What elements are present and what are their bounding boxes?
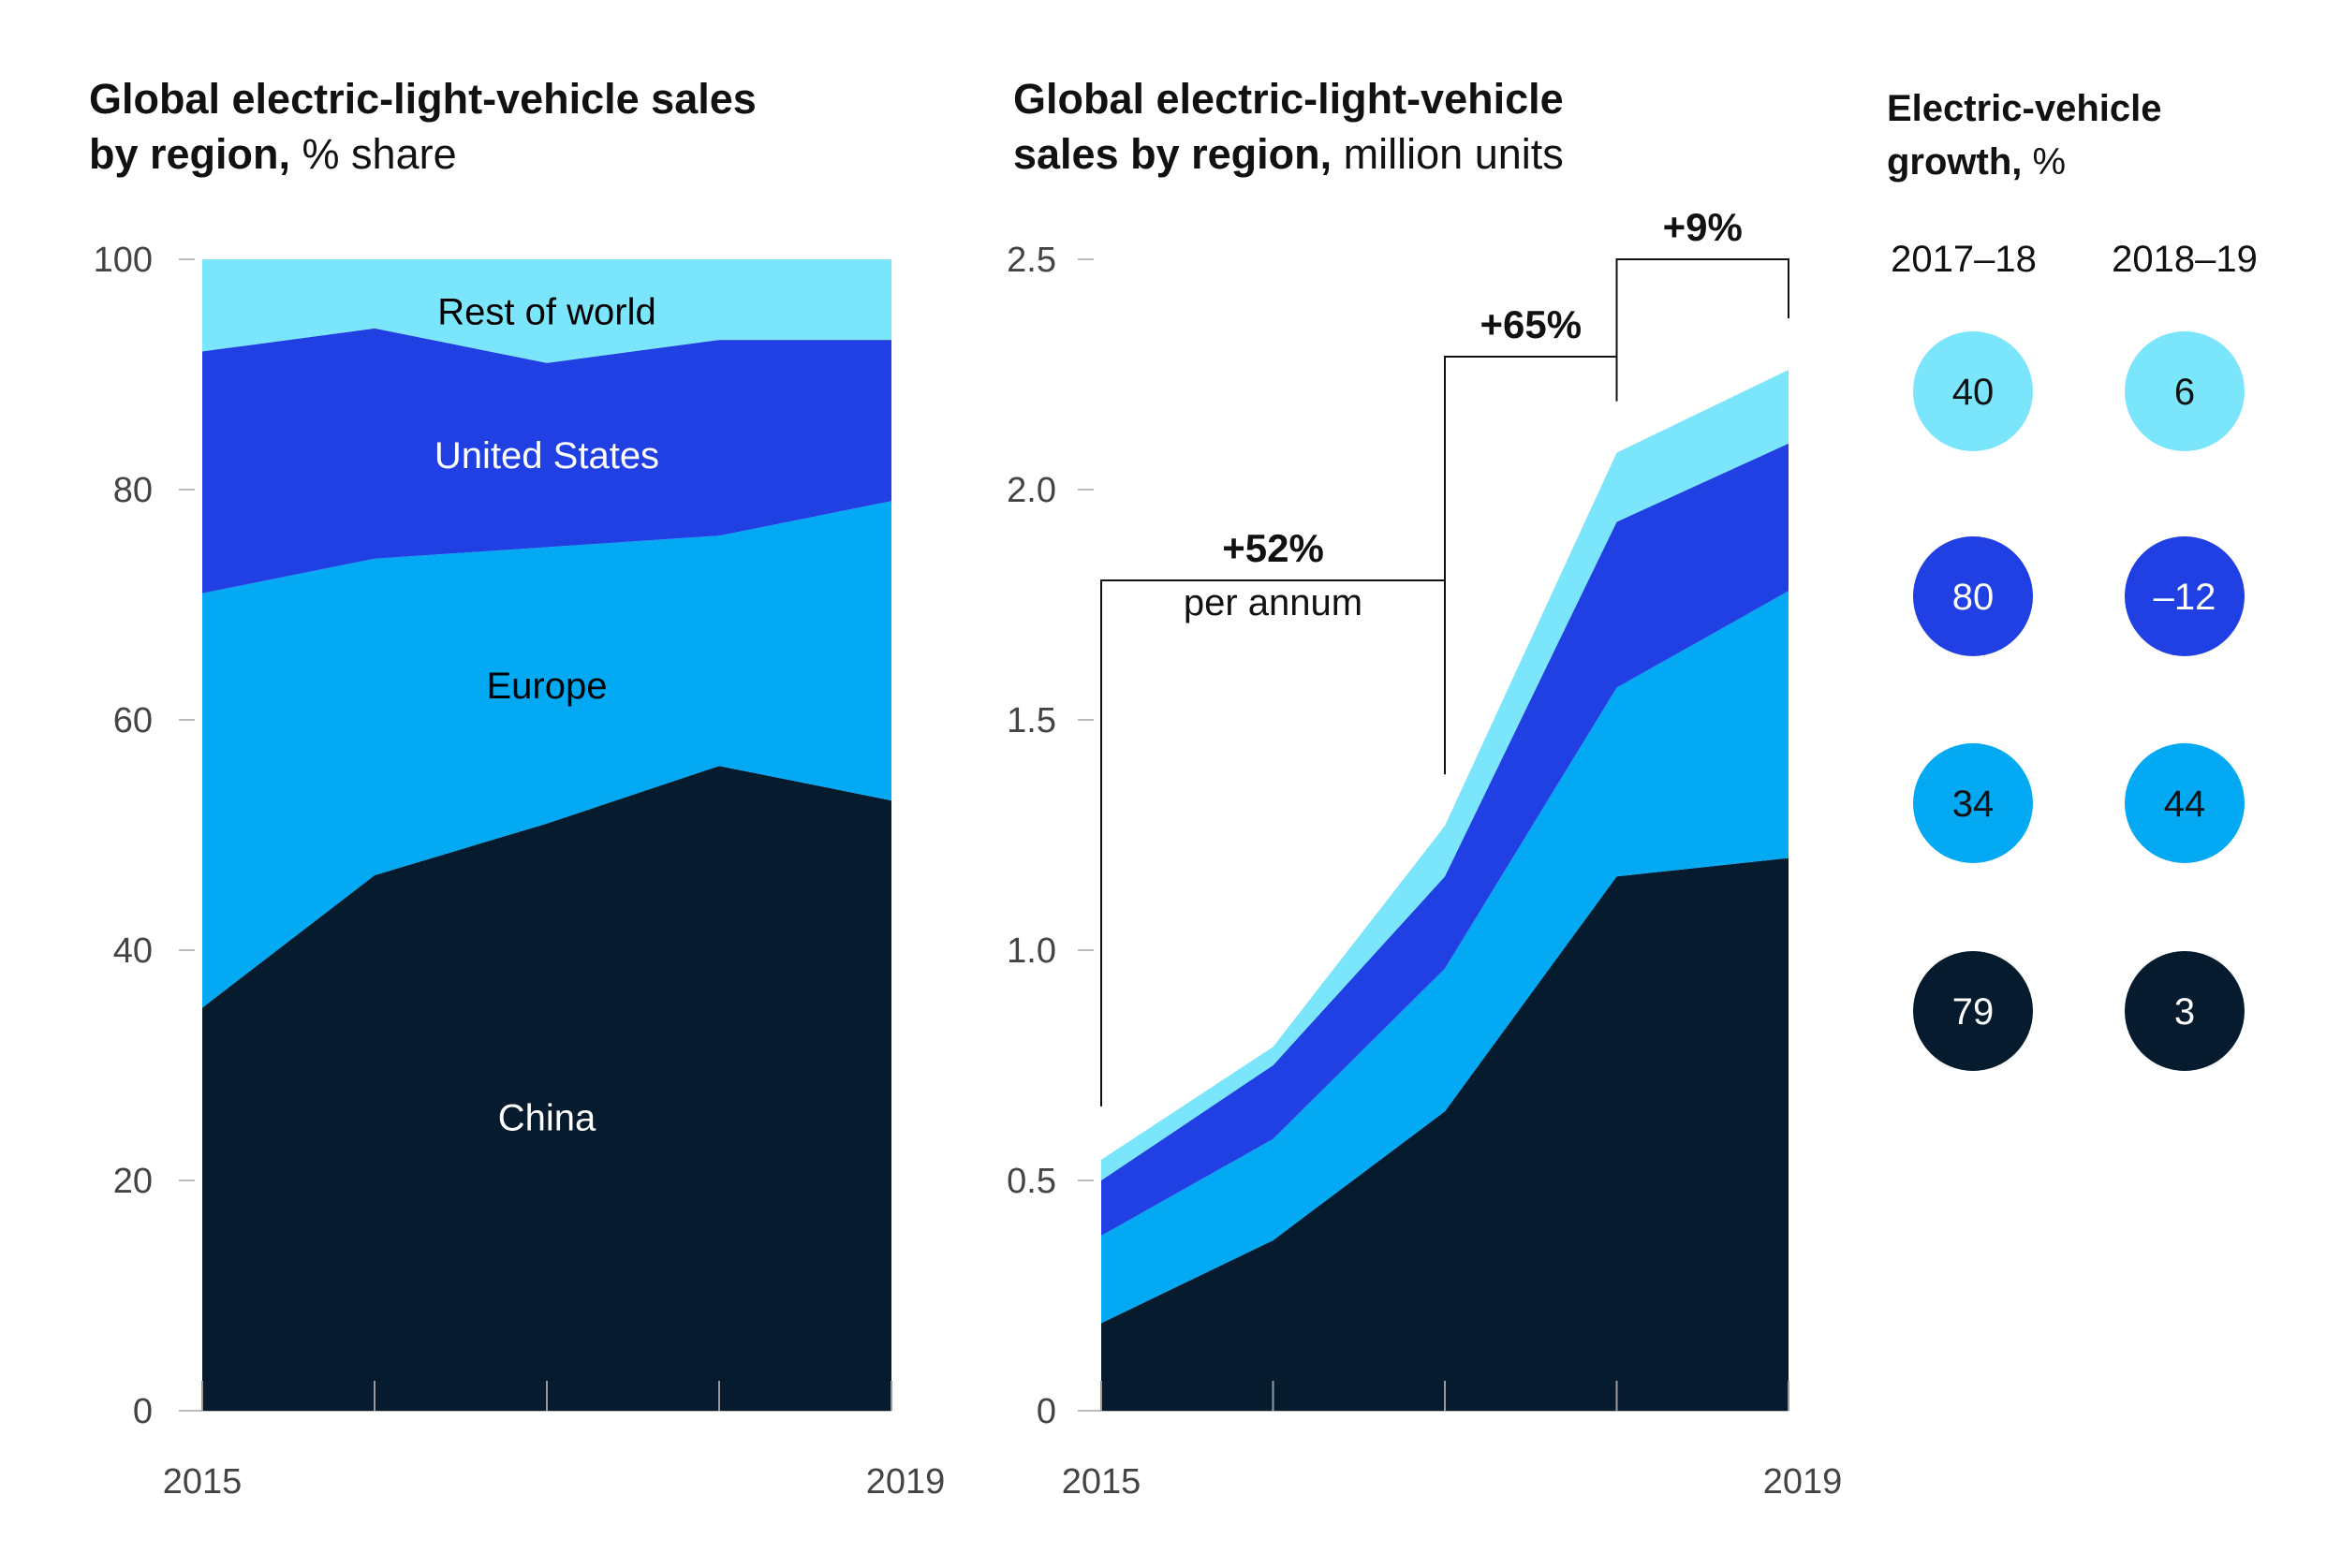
bracket-label: +52% <box>1222 526 1324 570</box>
area-china <box>202 766 891 1411</box>
series-label-united-states: United States <box>434 435 659 476</box>
growth-circle-europe <box>2125 743 2245 863</box>
series-label-rest-of-world: Rest of world <box>437 291 655 332</box>
bracket-label: +9% <box>1663 205 1743 249</box>
area-united-states <box>1101 443 1789 1237</box>
area-rest-of-world <box>1101 370 1789 1181</box>
growth-col-2018-19: 2018–19 <box>2112 239 2258 280</box>
y-tick-label: 20 <box>113 1162 153 1201</box>
chart1-title-line2: by region, <box>89 130 291 178</box>
growth-value: 44 <box>2164 784 2206 825</box>
growth-value: 6 <box>2174 372 2195 413</box>
growth-bracket <box>1615 258 1789 400</box>
growth-circle-rest-of-world <box>2125 331 2245 451</box>
growth-value: –12 <box>2154 577 2216 618</box>
growth-value: 40 <box>1952 372 1995 413</box>
y-tick-label: 60 <box>113 701 153 740</box>
chart1-title-unit: % share <box>302 130 457 178</box>
y-tick-label: 100 <box>94 241 153 280</box>
growth-circle-united-states <box>2125 536 2245 656</box>
growth-circle-europe <box>1913 743 2033 863</box>
growth-title-line1: Electric-vehicle <box>1887 88 2162 129</box>
chart2-title-line1: Global electric-light-vehicle <box>1013 75 1564 123</box>
y-tick-label: 0 <box>133 1392 153 1431</box>
x-tick-label: 2019 <box>866 1462 946 1502</box>
y-tick-label: 0.5 <box>1007 1162 1056 1201</box>
y-tick-label: 80 <box>113 471 153 510</box>
growth-circle-rest-of-world <box>1913 331 2033 451</box>
growth-title-line2: growth, <box>1887 141 2023 183</box>
y-tick-label: 2.5 <box>1007 241 1056 280</box>
y-tick-label: 1.0 <box>1007 931 1056 971</box>
x-tick-label: 2015 <box>163 1462 243 1502</box>
area-china <box>1101 857 1789 1411</box>
area-europe <box>1101 591 1789 1324</box>
chart1-title-line1: Global electric-light-vehicle sales <box>89 75 757 123</box>
growth-circle-china <box>1913 951 2033 1071</box>
chart2-title-line2: sales by region, <box>1013 130 1332 178</box>
growth-circle-china <box>2125 951 2245 1071</box>
bracket-label: +65% <box>1480 302 1582 346</box>
bracket-sublabel: per annum <box>1184 582 1362 623</box>
x-tick-label: 2019 <box>1763 1462 1843 1502</box>
series-label-europe: Europe <box>487 666 608 707</box>
growth-value: 3 <box>2174 991 2195 1033</box>
growth-value: 79 <box>1952 991 1995 1033</box>
growth-title: Electric-vehicle growth, % <box>1887 82 2162 189</box>
y-tick-label: 1.5 <box>1007 701 1056 740</box>
area-europe <box>202 501 891 1008</box>
y-tick-label: 2.0 <box>1007 471 1056 510</box>
growth-circle-united-states <box>1913 536 2033 656</box>
growth-title-unit: % <box>2032 141 2067 183</box>
growth-value: 80 <box>1952 577 1995 618</box>
y-tick-label: 40 <box>113 931 153 971</box>
chart1-title: Global electric-light-vehicle sales by r… <box>89 71 757 182</box>
area-rest-of-world <box>202 259 891 363</box>
growth-value: 34 <box>1952 784 1995 825</box>
area-united-states <box>202 328 891 593</box>
chart2-title: Global electric-light-vehicle sales by r… <box>1013 71 1564 182</box>
y-tick-label: 0 <box>1037 1392 1056 1431</box>
x-tick-label: 2015 <box>1062 1462 1141 1502</box>
chart2-title-unit: million units <box>1343 130 1564 178</box>
growth-col-2017-18: 2017–18 <box>1891 239 2037 280</box>
series-label-china: China <box>498 1097 596 1138</box>
